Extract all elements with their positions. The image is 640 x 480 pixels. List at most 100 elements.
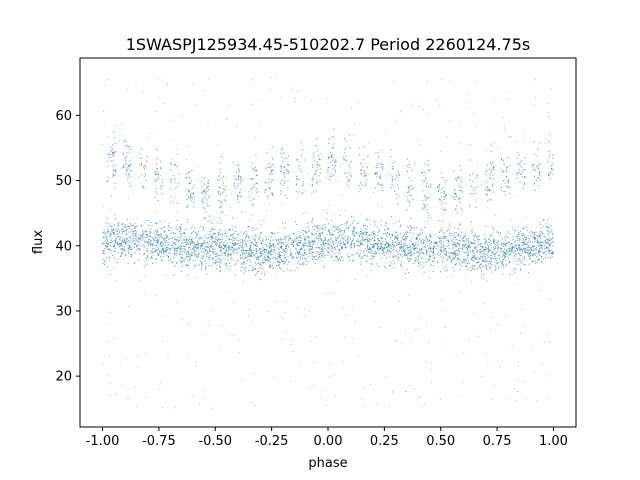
data-point	[249, 220, 251, 222]
data-point	[371, 249, 373, 251]
data-point	[380, 258, 382, 260]
data-point	[408, 201, 410, 203]
data-point	[305, 251, 307, 254]
data-point	[272, 251, 274, 253]
data-point	[230, 234, 232, 236]
data-point	[414, 259, 416, 262]
data-point	[337, 231, 339, 233]
data-point	[316, 258, 318, 261]
data-point	[189, 197, 191, 199]
data-point	[258, 266, 260, 268]
data-point	[475, 200, 477, 202]
data-point	[172, 246, 174, 248]
data-point	[238, 242, 240, 244]
data-point	[308, 256, 310, 258]
data-point	[107, 274, 109, 276]
data-point	[293, 245, 295, 247]
data-point	[298, 244, 300, 247]
data-point	[175, 254, 177, 256]
data-point	[475, 240, 477, 242]
data-point	[329, 244, 331, 246]
data-point	[472, 252, 474, 254]
data-point	[284, 223, 286, 225]
data-point	[440, 246, 443, 249]
data-point	[428, 197, 430, 199]
data-point	[552, 234, 554, 236]
data-point	[425, 195, 427, 197]
data-point	[364, 232, 366, 234]
data-point	[115, 238, 117, 240]
data-point	[217, 233, 219, 235]
data-point	[192, 187, 194, 189]
data-point	[240, 263, 243, 265]
data-point	[229, 242, 232, 244]
data-point	[505, 170, 507, 172]
data-point	[356, 240, 358, 243]
data-point	[127, 173, 129, 175]
data-point	[418, 238, 421, 240]
data-point	[459, 224, 461, 226]
data-point	[406, 231, 408, 233]
data-point	[163, 231, 166, 233]
data-point	[157, 239, 159, 241]
data-point	[299, 251, 301, 253]
data-point	[388, 233, 390, 235]
data-point	[110, 147, 112, 149]
data-point	[143, 231, 145, 233]
data-point	[293, 239, 295, 241]
data-point	[158, 149, 159, 151]
data-point	[448, 247, 450, 249]
data-point	[207, 233, 209, 235]
data-point	[490, 261, 493, 263]
data-point	[222, 182, 225, 184]
data-point	[127, 168, 129, 170]
data-point	[547, 230, 549, 232]
data-point	[209, 234, 211, 236]
data-point	[522, 241, 524, 244]
data-point	[143, 166, 145, 168]
data-point	[464, 260, 466, 262]
data-point	[162, 243, 164, 245]
data-point	[114, 242, 116, 244]
data-point	[224, 252, 226, 254]
data-point	[301, 262, 303, 264]
data-point	[244, 257, 246, 259]
data-point	[359, 241, 361, 243]
data-point	[219, 172, 221, 174]
data-point	[350, 160, 352, 163]
data-point	[269, 251, 271, 253]
data-point	[395, 178, 397, 180]
data-point	[159, 233, 162, 235]
data-point	[243, 233, 245, 235]
data-point	[408, 163, 410, 166]
data-point	[369, 219, 371, 221]
data-point	[179, 227, 181, 229]
data-point	[502, 260, 504, 263]
data-point	[463, 235, 465, 238]
data-point	[157, 179, 159, 181]
data-point	[524, 252, 526, 254]
data-point	[127, 178, 129, 180]
data-point	[153, 237, 155, 240]
data-point	[304, 258, 306, 260]
data-point	[519, 260, 522, 262]
data-point	[552, 173, 554, 175]
data-point	[242, 280, 244, 282]
data-point	[402, 236, 404, 238]
data-point	[250, 193, 252, 195]
data-point	[454, 193, 456, 195]
data-point	[497, 263, 499, 265]
data-point	[446, 252, 448, 254]
data-point	[298, 249, 300, 251]
data-point	[470, 231, 472, 233]
data-point	[169, 188, 171, 190]
data-point	[544, 243, 547, 245]
data-point	[392, 235, 394, 237]
data-point	[453, 196, 455, 198]
data-point	[308, 252, 310, 254]
data-point	[345, 239, 347, 241]
data-point	[366, 249, 368, 251]
data-point	[458, 239, 460, 241]
data-point	[155, 148, 158, 150]
data-point	[139, 164, 141, 166]
